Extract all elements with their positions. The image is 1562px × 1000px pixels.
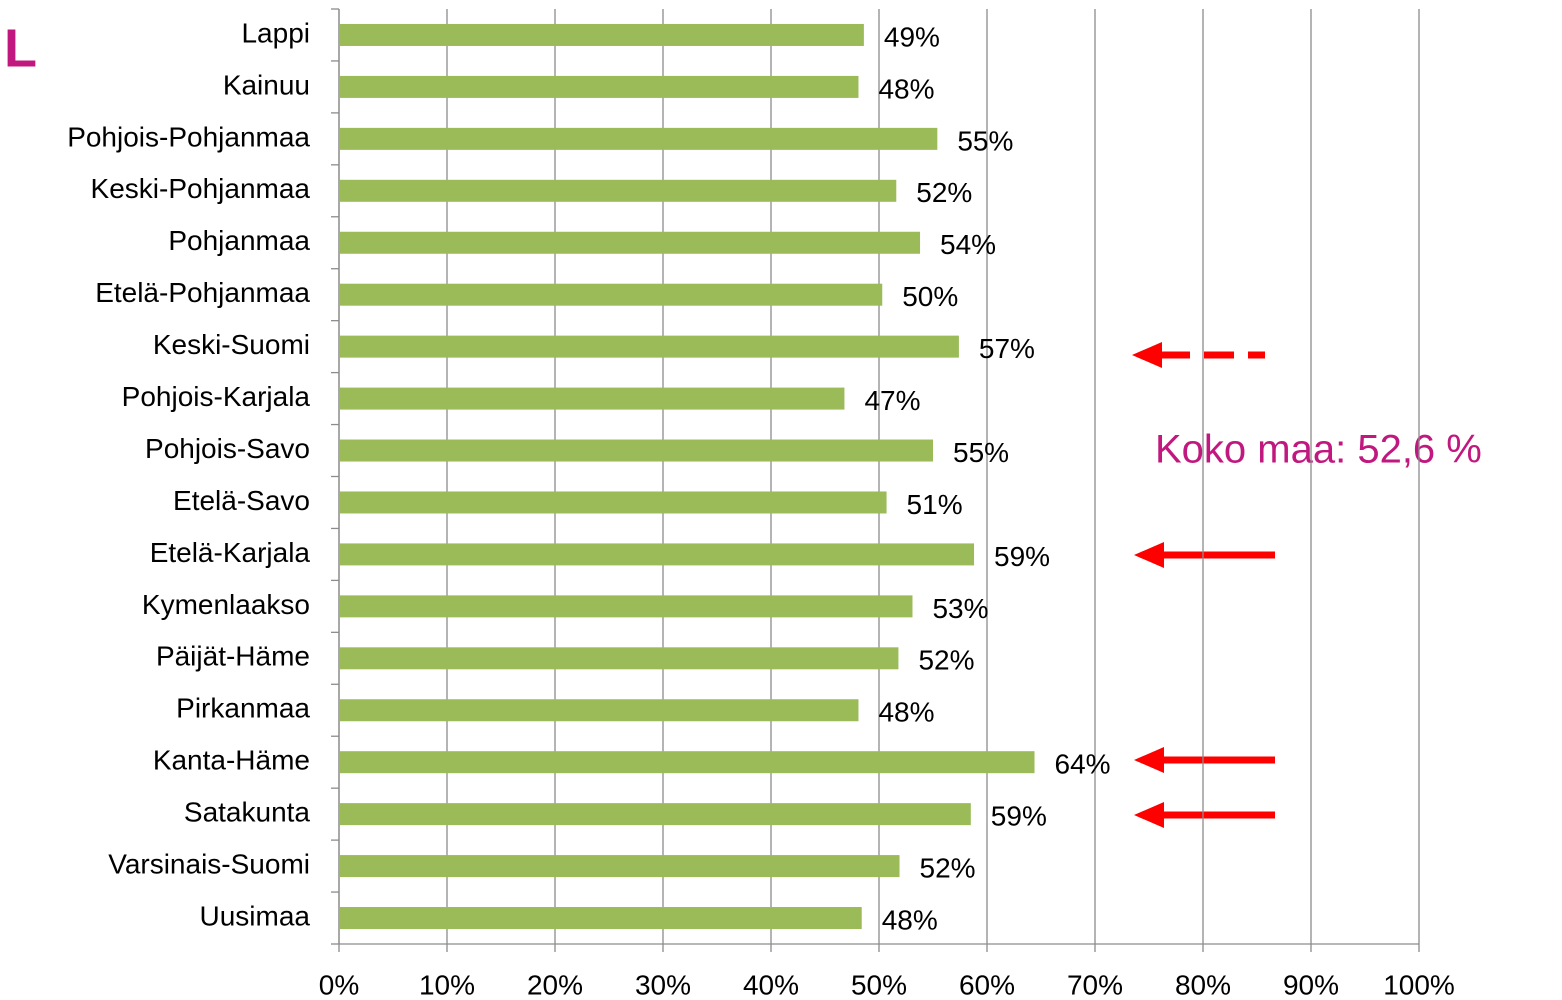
x-tick-label: 80% [1175, 969, 1231, 1000]
y-tick-label: Päijät-Häme [156, 641, 310, 672]
value-label: 50% [902, 281, 958, 312]
bar [339, 491, 887, 514]
bar [339, 335, 959, 358]
x-tick-label: 20% [527, 969, 583, 1000]
bar [339, 855, 900, 878]
bar [339, 699, 859, 722]
y-tick-label: Pirkanmaa [176, 693, 310, 724]
value-label: 64% [1055, 749, 1111, 780]
value-label: 57% [979, 333, 1035, 364]
arrow-head [1132, 342, 1162, 368]
arrow-head [1134, 802, 1164, 828]
bar [339, 283, 883, 306]
x-tick-label: 10% [419, 969, 475, 1000]
value-label: 55% [957, 125, 1013, 156]
y-tick-label: Etelä-Karjala [150, 537, 311, 568]
x-tick-label: 70% [1067, 969, 1123, 1000]
value-label: 52% [920, 852, 976, 883]
bar [339, 595, 913, 618]
y-tick-label: Kymenlaakso [142, 589, 310, 620]
y-tick-label: Pohjois-Karjala [122, 381, 311, 412]
bar [339, 647, 899, 670]
y-tick-label: Kanta-Häme [153, 745, 310, 776]
arrows [1132, 342, 1275, 828]
bar [339, 387, 845, 410]
y-tick-label: Etelä-Pohjanmaa [95, 277, 310, 308]
y-tick-label: Keski-Pohjanmaa [91, 173, 311, 204]
value-label: 48% [882, 904, 938, 935]
arrow-head [1134, 542, 1164, 568]
bar [339, 127, 938, 150]
annotation: Koko maa: 52,6 % [1155, 428, 1482, 472]
bar [339, 23, 864, 46]
value-label: 55% [953, 437, 1009, 468]
value-label: 54% [940, 229, 996, 260]
x-tick-label: 50% [851, 969, 907, 1000]
bar [339, 75, 859, 98]
x-tick-label: 100% [1383, 969, 1455, 1000]
y-tick-label: Keski-Suomi [153, 329, 310, 360]
corner-label: L [4, 18, 37, 78]
value-label: 48% [878, 73, 934, 104]
y-tick-label: Satakunta [184, 797, 311, 828]
bar [339, 751, 1035, 774]
bar [339, 543, 975, 566]
value-label: 53% [932, 593, 988, 624]
bar [339, 179, 897, 202]
y-tick-label: Lappi [241, 17, 310, 48]
y-tick-label: Pohjois-Pohjanmaa [67, 121, 310, 152]
value-label: 59% [994, 541, 1050, 572]
y-tick-label: Pohjois-Savo [145, 433, 310, 464]
y-tick-label: Pohjanmaa [168, 225, 310, 256]
x-tick-label: 0% [319, 969, 359, 1000]
value-label: 59% [991, 801, 1047, 832]
x-tick-label: 30% [635, 969, 691, 1000]
bar [339, 803, 971, 826]
value-label: 47% [864, 385, 920, 416]
bar [339, 439, 933, 462]
bar [339, 231, 921, 254]
bar [339, 907, 862, 930]
arrow-head [1134, 747, 1164, 773]
x-tick-label: 90% [1283, 969, 1339, 1000]
value-label: 49% [884, 21, 940, 52]
value-label: 52% [918, 645, 974, 676]
value-label: 48% [878, 697, 934, 728]
value-label: 51% [907, 489, 963, 520]
y-tick-label: Varsinais-Suomi [108, 848, 310, 879]
y-tick-label: Etelä-Savo [173, 485, 310, 516]
y-tick-label: Uusimaa [200, 900, 311, 931]
x-tick-label: 40% [743, 969, 799, 1000]
value-label: 52% [916, 177, 972, 208]
x-tick-label: 60% [959, 969, 1015, 1000]
y-tick-label: Kainuu [223, 69, 310, 100]
